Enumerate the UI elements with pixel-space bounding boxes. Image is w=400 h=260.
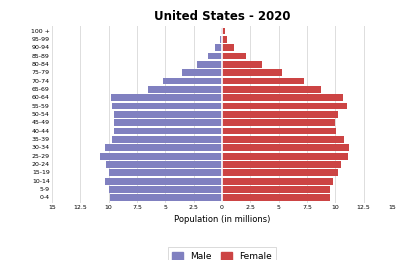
Bar [220, 36, 222, 43]
Bar [222, 194, 330, 201]
Bar [109, 186, 222, 193]
Bar [222, 178, 333, 185]
Bar [222, 86, 321, 93]
Bar [222, 44, 234, 51]
Bar [222, 53, 246, 60]
Bar [112, 136, 222, 143]
Bar [222, 103, 347, 109]
Bar [222, 186, 330, 193]
Bar [114, 128, 222, 134]
Bar [148, 86, 222, 93]
Bar [222, 161, 341, 168]
Bar [114, 119, 222, 126]
Bar [105, 178, 222, 185]
Title: United States - 2020: United States - 2020 [154, 10, 290, 23]
Bar [109, 169, 222, 176]
Bar [222, 36, 227, 43]
Bar [110, 194, 222, 201]
Bar [105, 144, 222, 151]
Bar [112, 103, 222, 109]
Bar [221, 28, 222, 34]
Bar [222, 128, 336, 134]
Bar [222, 144, 349, 151]
Bar [106, 161, 222, 168]
Bar [222, 119, 335, 126]
Bar [222, 28, 225, 34]
Bar [222, 69, 282, 76]
Bar [222, 153, 348, 160]
Bar [111, 94, 222, 101]
Bar [182, 69, 222, 76]
Bar [163, 78, 222, 84]
Bar [222, 169, 338, 176]
Bar [197, 61, 222, 68]
Legend: Male, Female: Male, Female [168, 248, 276, 260]
Bar [100, 153, 222, 160]
Bar [114, 111, 222, 118]
Bar [222, 78, 304, 84]
Bar [222, 111, 338, 118]
Bar [208, 53, 222, 60]
Bar [222, 94, 343, 101]
X-axis label: Population (in millions): Population (in millions) [174, 216, 270, 224]
Bar [215, 44, 222, 51]
Bar [222, 136, 344, 143]
Bar [222, 61, 262, 68]
